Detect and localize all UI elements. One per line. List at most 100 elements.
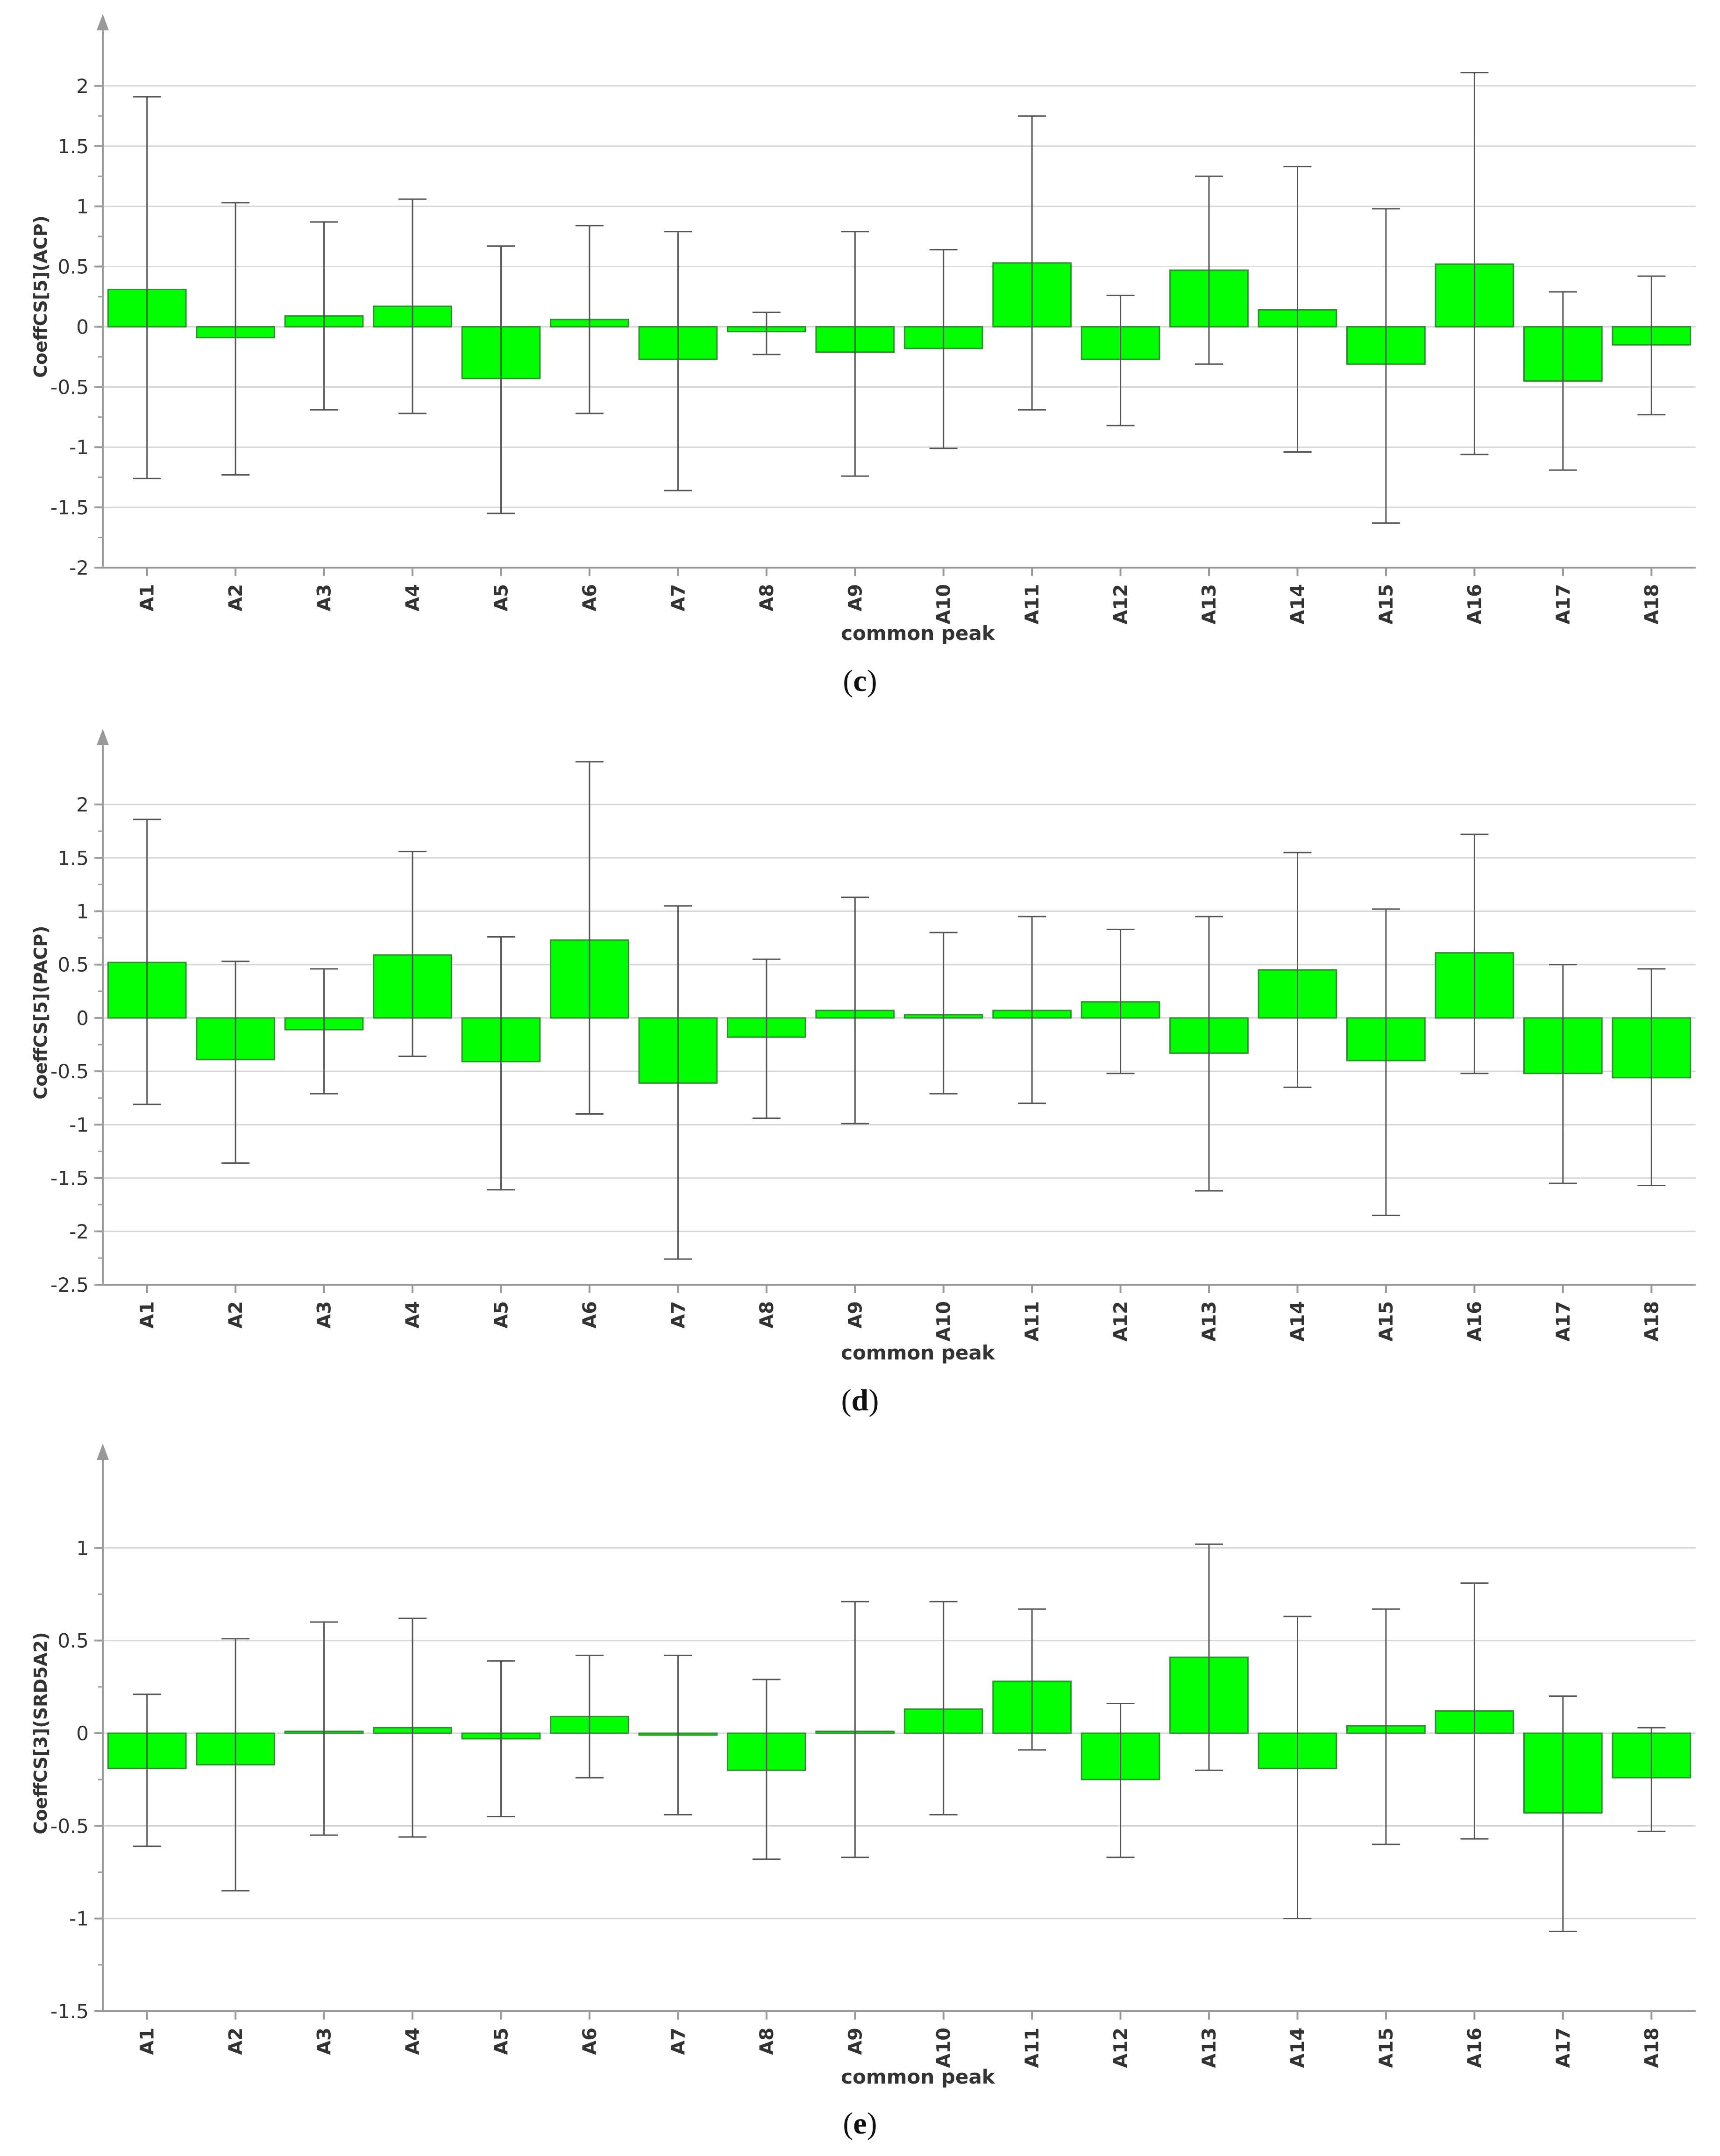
x-tick-label-A11: A11: [1022, 1301, 1043, 1342]
x-tick-label-A4: A4: [402, 584, 424, 612]
panel-caption-e: (e): [843, 2106, 877, 2141]
x-tick-label-A9: A9: [845, 1301, 866, 1329]
y-tick-label: -0.5: [50, 1060, 89, 1083]
y-tick-label: 1.5: [57, 847, 89, 869]
x-tick-label-A2: A2: [225, 2028, 247, 2055]
x-tick-label-A7: A7: [668, 2028, 689, 2055]
caption-letter: c: [853, 664, 867, 698]
x-tick-label-A3: A3: [314, 2028, 335, 2055]
x-tick-label-A11: A11: [1022, 2028, 1043, 2068]
x-tick-label-A10: A10: [933, 2028, 955, 2068]
x-tick-label-A3: A3: [314, 1301, 335, 1329]
y-tick-label: 0.5: [57, 256, 89, 278]
y-tick-label: -1.5: [50, 496, 89, 519]
x-tick-label-A18: A18: [1641, 584, 1663, 625]
y-tick-label: 2: [76, 75, 89, 98]
x-tick-label-A1: A1: [137, 584, 158, 612]
x-tick-label-A2: A2: [225, 584, 247, 612]
x-tick-label-A5: A5: [491, 2028, 512, 2055]
x-tick-label-A6: A6: [579, 2028, 601, 2055]
panel-caption-d: (d): [841, 1383, 879, 1417]
x-tick-label-A15: A15: [1376, 584, 1397, 625]
x-tick-label-A10: A10: [933, 1301, 955, 1342]
y-axis-arrow-icon: [97, 1444, 109, 1460]
x-tick-label-A13: A13: [1199, 1301, 1220, 1342]
y-tick-label: 0.5: [57, 953, 89, 976]
bar-chart-acp: 2 1.5 1 0.5 0 -0.5 -1 -1.5 -2 CoeffCS[5](ACP) A1 A2…: [30, 14, 1696, 645]
x-tick-label-A4: A4: [402, 2028, 424, 2055]
y-tick-label: 1: [76, 1537, 89, 1559]
y-tick-label: -0.5: [50, 1814, 89, 1837]
x-tick-label-A3: A3: [314, 584, 335, 612]
y-tick-label: -1: [69, 1907, 89, 1930]
panel-caption-c: (c): [843, 664, 877, 698]
chart-panel-d: 2 1.5 1 0.5 0 -0.5 -1 -1.5 -2 -2.5 CoeffCS[5](PACP…: [0, 715, 1720, 1430]
x-tick-label-A1: A1: [137, 1301, 158, 1329]
y-tick-label: -1.5: [50, 2000, 89, 2023]
x-axis-label: common peak: [841, 1341, 995, 1364]
x-tick-label-A8: A8: [756, 1301, 778, 1329]
x-tick-label-A13: A13: [1199, 2028, 1220, 2068]
y-tick-label: 0.5: [57, 1629, 89, 1652]
x-tick-label-A5: A5: [491, 584, 512, 612]
x-tick-label-A15: A15: [1376, 1301, 1397, 1342]
x-tick-label-A13: A13: [1199, 584, 1220, 625]
x-tick-label-A9: A9: [845, 584, 866, 612]
x-tick-label-A17: A17: [1553, 1301, 1574, 1342]
y-tick-label: -1: [69, 436, 89, 459]
y-tick-label: -1.5: [50, 1167, 89, 1190]
x-tick-label-A1: A1: [137, 2028, 158, 2055]
x-axis-label: common peak: [841, 2065, 995, 2088]
y-tick-label: 1: [76, 195, 89, 218]
y-tick-label: 0: [76, 315, 89, 338]
y-axis-arrow-icon: [97, 729, 109, 745]
x-tick-label-A14: A14: [1287, 584, 1309, 625]
y-tick-label: -2: [69, 556, 89, 579]
x-tick-label-A14: A14: [1287, 1301, 1309, 1342]
y-tick-label: -2.5: [50, 1274, 89, 1296]
x-tick-label-A16: A16: [1464, 2028, 1485, 2068]
y-axis-label: CoeffCS[5](ACP): [30, 215, 51, 378]
chart-panel-e: 1 0.5 0 -0.5 -1 -1.5 CoeffCS[3](SRD5A2) A1 A2 A3 A…: [0, 1430, 1720, 2156]
y-axis-arrow-icon: [97, 14, 109, 30]
bar-chart-pacp: 2 1.5 1 0.5 0 -0.5 -1 -1.5 -2 -2.5 CoeffCS[5](PACP…: [30, 729, 1696, 1364]
x-tick-label-A9: A9: [845, 2028, 866, 2055]
x-axis-label: common peak: [841, 622, 995, 645]
x-tick-label-A12: A12: [1110, 1301, 1132, 1342]
caption-letter: e: [853, 2106, 867, 2141]
caption-letter: d: [851, 1383, 869, 1417]
x-tick-label-A17: A17: [1553, 584, 1574, 625]
x-tick-label-A16: A16: [1464, 1301, 1485, 1342]
x-tick-label-A8: A8: [756, 2028, 778, 2055]
y-axis-label: CoeffCS[3](SRD5A2): [30, 1632, 51, 1835]
y-tick-label: 0: [76, 1722, 89, 1745]
x-tick-label-A18: A18: [1641, 2028, 1663, 2068]
bar-chart-srd5a2: 1 0.5 0 -0.5 -1 -1.5 CoeffCS[3](SRD5A2) A1 A2 A3 A…: [30, 1444, 1696, 2088]
y-tick-label: -0.5: [50, 376, 89, 398]
y-tick-label: 1: [76, 900, 89, 923]
x-tick-label-A4: A4: [402, 1301, 424, 1329]
x-tick-label-A7: A7: [668, 1301, 689, 1329]
x-tick-label-A11: A11: [1022, 584, 1043, 625]
x-tick-label-A10: A10: [933, 584, 955, 625]
y-axis-label: CoeffCS[5](PACP): [30, 926, 51, 1100]
x-tick-label-A6: A6: [579, 1301, 601, 1329]
x-tick-label-A12: A12: [1110, 584, 1132, 625]
x-tick-label-A18: A18: [1641, 1301, 1663, 1342]
chart-panel-c: 2 1.5 1 0.5 0 -0.5 -1 -1.5 -2 CoeffCS[5](ACP) A1 A2…: [0, 0, 1720, 715]
x-tick-label-A2: A2: [225, 1301, 247, 1329]
x-tick-label-A12: A12: [1110, 2028, 1132, 2068]
x-tick-label-A8: A8: [756, 584, 778, 612]
y-tick-label: -1: [69, 1113, 89, 1136]
x-tick-label-A17: A17: [1553, 2028, 1574, 2068]
y-tick-label: -2: [69, 1220, 89, 1243]
x-tick-label-A15: A15: [1376, 2028, 1397, 2068]
y-tick-label: 1.5: [57, 135, 89, 158]
y-tick-label: 0: [76, 1007, 89, 1030]
x-tick-label-A7: A7: [668, 584, 689, 612]
x-tick-label-A16: A16: [1464, 584, 1485, 625]
x-tick-label-A14: A14: [1287, 2028, 1309, 2068]
x-tick-label-A5: A5: [491, 1301, 512, 1329]
y-tick-label: 2: [76, 793, 89, 816]
x-tick-label-A6: A6: [579, 584, 601, 612]
